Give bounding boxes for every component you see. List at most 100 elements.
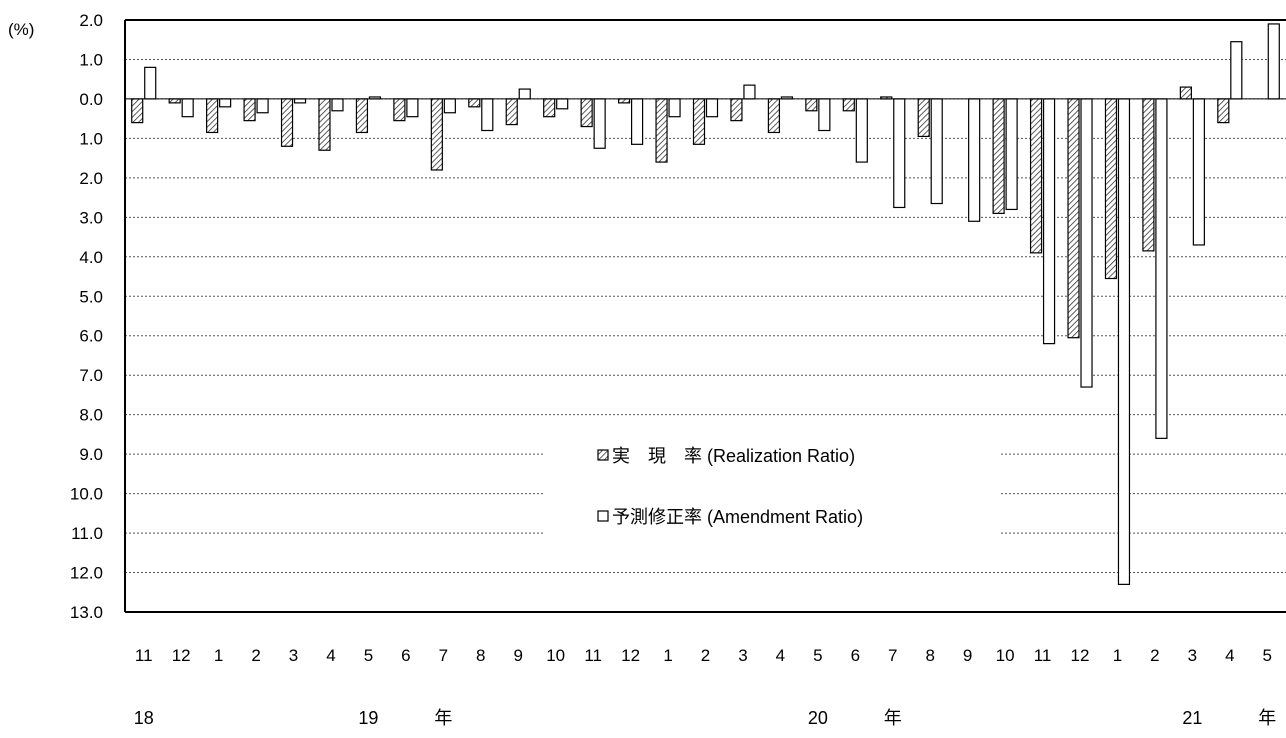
amendment-bar <box>1117 98 1131 585</box>
amendment-bar <box>518 88 531 100</box>
y-tick-label: 9.0 <box>79 445 103 464</box>
realization-bar <box>318 98 331 151</box>
x-tick-label: 1 <box>1113 646 1122 665</box>
amendment-bar <box>1230 41 1243 100</box>
amendment-bar <box>1192 98 1205 246</box>
realization-bar <box>543 98 556 118</box>
realization-bar <box>280 98 294 147</box>
x-tick-label: 11 <box>135 646 153 665</box>
amendment-bar <box>331 98 344 112</box>
y-tick-label: 6.0 <box>79 327 103 346</box>
x-tick-label: 5 <box>364 646 373 665</box>
x-tick-label: 2 <box>251 646 260 665</box>
amendment-bar <box>1080 98 1093 388</box>
x-tick-label: 9 <box>514 646 523 665</box>
realization-bar <box>505 98 518 126</box>
realization-bar <box>917 98 930 138</box>
year-labels: 18 19 年 20 年 21 年 <box>134 708 1277 728</box>
x-tick-label: 4 <box>326 646 335 665</box>
axes <box>124 19 1286 613</box>
x-tick-label: 7 <box>888 646 897 665</box>
amendment-bar <box>556 98 569 110</box>
amendment-bar <box>144 66 157 100</box>
y-tick-label: 4.0 <box>79 248 103 267</box>
x-tick-label: 7 <box>439 646 448 665</box>
realization-bar <box>655 98 668 163</box>
realization-bar <box>842 98 855 112</box>
amendment-bar <box>968 98 981 222</box>
amendment-bar <box>1042 98 1056 345</box>
realization-bar <box>617 98 631 104</box>
amendment-bar <box>593 98 606 149</box>
x-tick-label: 11 <box>584 646 602 665</box>
realization-bar <box>692 98 706 145</box>
y-tick-label: 1.0 <box>79 50 103 69</box>
x-tick-label: 5 <box>1263 646 1272 665</box>
x-tick-label: 11 <box>1034 646 1052 665</box>
x-tick-label: 12 <box>172 646 191 665</box>
x-tick-label: 8 <box>925 646 934 665</box>
realization-bar <box>805 98 818 112</box>
realization-bar <box>468 98 481 108</box>
realization-bar <box>168 98 181 104</box>
amendment-bar <box>705 98 719 118</box>
realization-bar <box>1029 98 1043 254</box>
realization-bar <box>355 98 369 134</box>
year-label: 20 <box>808 708 828 728</box>
x-tick-label: 10 <box>546 646 565 665</box>
year-label: 19 <box>358 708 378 728</box>
amendment-bar <box>855 98 868 163</box>
realization-bar <box>1217 98 1230 124</box>
year-label: 18 <box>134 708 154 728</box>
realization-bar <box>1104 98 1118 280</box>
realization-bar <box>580 98 593 128</box>
realization-bar <box>992 98 1005 214</box>
x-tick-label: 6 <box>401 646 410 665</box>
realization-bar <box>1179 86 1192 100</box>
realization-bar <box>131 98 144 124</box>
x-tick-label: 3 <box>738 646 747 665</box>
realization-bar <box>206 98 219 134</box>
x-tick-label: 12 <box>621 646 640 665</box>
amendment-bar <box>893 98 906 209</box>
legend-label-amendment: 予測修正率 (Amendment Ratio) <box>612 507 863 527</box>
amendment-bar <box>1267 23 1280 100</box>
legend-swatch-amendment <box>597 510 609 522</box>
x-tick-label: 1 <box>214 646 223 665</box>
unit-label: (%) <box>8 20 34 39</box>
year-label: 年 <box>1258 708 1276 728</box>
realization-bar <box>1067 98 1080 339</box>
y-tick-label: 13.0 <box>70 603 103 622</box>
amendment-bar <box>743 84 756 100</box>
legend-background <box>545 432 1000 540</box>
realization-bar <box>430 98 443 171</box>
y-tick-label: 2.0 <box>79 169 103 188</box>
year-label: 21 <box>1182 708 1202 728</box>
x-tick-label: 12 <box>1071 646 1090 665</box>
bars <box>131 23 1280 585</box>
x-tick-label: 3 <box>1188 646 1197 665</box>
x-tick-label: 2 <box>1150 646 1159 665</box>
amendment-bar <box>818 98 831 132</box>
amendment-bar <box>1155 98 1168 439</box>
amendment-bar <box>930 98 943 205</box>
y-tick-labels: 2.0 1.0 0.0 1.0 2.0 3.0 4.0 5.0 6.0 7.0 8.0 9.0 10.0… <box>70 11 103 622</box>
amendment-bar <box>668 98 681 118</box>
x-tick-label: 4 <box>776 646 785 665</box>
y-tick-label: 0.0 <box>79 90 103 109</box>
x-tick-label: 10 <box>996 646 1015 665</box>
y-tick-label: 1.0 <box>79 129 103 148</box>
realization-bar <box>730 98 743 122</box>
x-tick-label: 2 <box>701 646 710 665</box>
year-label: 年 <box>434 708 452 728</box>
x-tick-label: 9 <box>963 646 972 665</box>
amendment-bar <box>181 98 194 118</box>
legend: 実 現 率 (Realization Ratio) 予測修正率 (Amendmen… <box>545 432 1000 540</box>
amendment-bar <box>256 98 269 114</box>
x-tick-label: 8 <box>476 646 485 665</box>
amendment-bar <box>630 98 644 145</box>
y-tick-label: 8.0 <box>79 406 103 425</box>
y-tick-label: 12.0 <box>70 564 103 583</box>
x-tick-label: 3 <box>289 646 298 665</box>
